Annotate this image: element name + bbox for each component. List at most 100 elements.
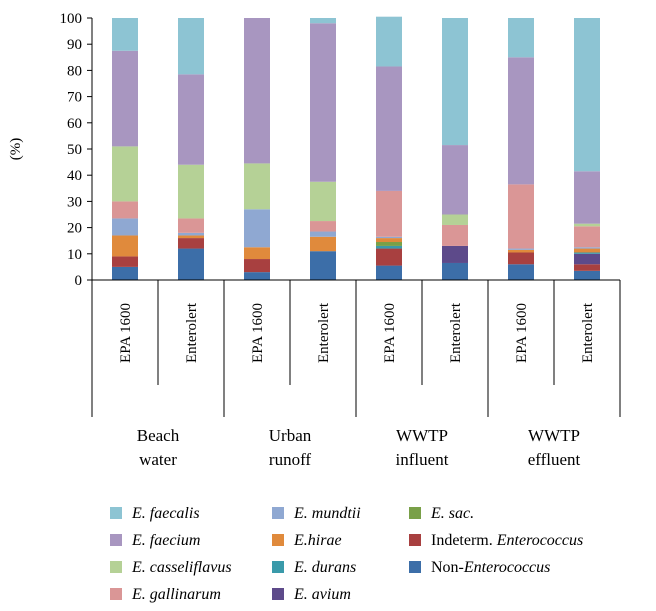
bar-segment [376,248,402,266]
legend-label-part: E. gallinarum [131,586,221,603]
bars [112,16,600,280]
bar-segment [574,18,600,172]
y-tick-label: 60 [67,116,82,132]
bar-segment [112,256,138,267]
bar-segment [310,221,336,232]
group-label: Beach [137,426,180,445]
category-label: Enterolert [316,302,332,363]
bar-stack [178,18,204,280]
legend-label-part: E. durans [293,559,356,576]
legend-label: E. casseliflavus [131,559,232,576]
bar-segment [574,247,600,249]
legend-swatch [110,507,122,519]
bar-stack [112,18,138,280]
bar-stack [244,18,270,280]
legend-swatch [272,588,284,600]
bar-segment [574,223,600,227]
bar-segment [112,266,138,280]
legend-label: E. faecalis [131,505,200,522]
legend-swatch [409,561,421,573]
legend-label: E. durans [293,559,356,576]
bar-segment [244,272,270,280]
category-label: Enterolert [184,302,200,363]
bar-stack [376,16,402,280]
bar-segment [112,218,138,236]
bar-segment [442,262,468,280]
legend-label-part: E. faecium [131,532,200,549]
legend-item: E. durans [272,559,356,576]
bar-segment [376,238,402,243]
legend-label-part: Enterococcus [496,532,583,549]
bar-segment [508,184,534,249]
legend-item: E. faecium [110,532,200,549]
category-label: EPA 1600 [118,303,134,363]
category-label: Enterolert [580,302,596,363]
bar-segment [178,18,204,75]
bar-segment [376,66,402,191]
category-label: EPA 1600 [514,303,530,363]
bar-segment [508,57,534,185]
bar-segment [178,164,204,219]
bar-segment [244,259,270,273]
bar-segment [310,18,336,24]
legend-item: E. faecalis [110,505,200,522]
legend-item: E. mundtii [272,505,361,522]
bar-segment [574,253,600,265]
bar-segment [376,242,402,246]
bar-segment [178,235,204,239]
legend-label-part: Enterococcus [463,559,550,576]
bar-segment [508,264,534,280]
bar-segment [178,238,204,249]
bar-segment [376,245,402,249]
bar-segment [442,245,468,263]
bar-segment [112,18,138,51]
bar-segment [376,190,402,237]
bar-segment [112,235,138,257]
bar-segment [442,214,468,225]
y-tick-label: 70 [67,90,82,106]
bar-segment [178,74,204,165]
bar-segment [244,247,270,260]
legend-swatch [409,534,421,546]
legend-item: Indeterm. Enterococcus [409,532,583,549]
y-tick-label: 30 [67,194,82,210]
legend-label-part: E. faecalis [131,505,200,522]
bar-segment [574,171,600,224]
bar-segment [574,226,600,248]
group-label: WWTP [396,426,448,445]
group-label: effluent [528,450,581,469]
y-tick-label: 50 [67,142,82,158]
x-axis: EPA 1600 Enterolert EPA 1600 Enterolert EPA … [91,279,621,469]
category-label: EPA 1600 [250,303,266,363]
legend-swatch [409,507,421,519]
bar-segment [310,23,336,182]
bar-stack [508,18,534,280]
legend-label-part: E. casseliflavus [131,559,232,576]
bar-segment [376,265,402,280]
bar-segment [244,209,270,248]
group-label: water [139,450,177,469]
group-label: influent [396,450,449,469]
y-tick-label: 20 [67,221,82,237]
legend-label: E. avium [293,586,351,603]
legend-label-part: E.hirae [293,532,342,549]
legend-label: E. gallinarum [131,586,221,603]
y-axis: 0 10 20 30 40 50 60 70 80 90 100 [60,11,93,289]
bar-segment [574,270,600,280]
legend-item: E. gallinarum [110,586,221,603]
group-label: runoff [269,450,312,469]
legend: E. faecalis E. faecium E. casseliflavus E. … [110,505,583,603]
bar-segment [376,16,402,67]
category-label: Enterolert [448,302,464,363]
bar-segment [112,50,138,147]
legend-label: E. faecium [131,532,200,549]
bar-segment [442,224,468,246]
y-axis-label: (%) [8,138,24,161]
bar-segment [178,232,204,236]
legend-label: Non-Enterococcus [431,559,550,576]
bar-segment [574,248,600,253]
legend-swatch [110,534,122,546]
legend-item: E. casseliflavus [110,559,232,576]
legend-swatch [110,561,122,573]
